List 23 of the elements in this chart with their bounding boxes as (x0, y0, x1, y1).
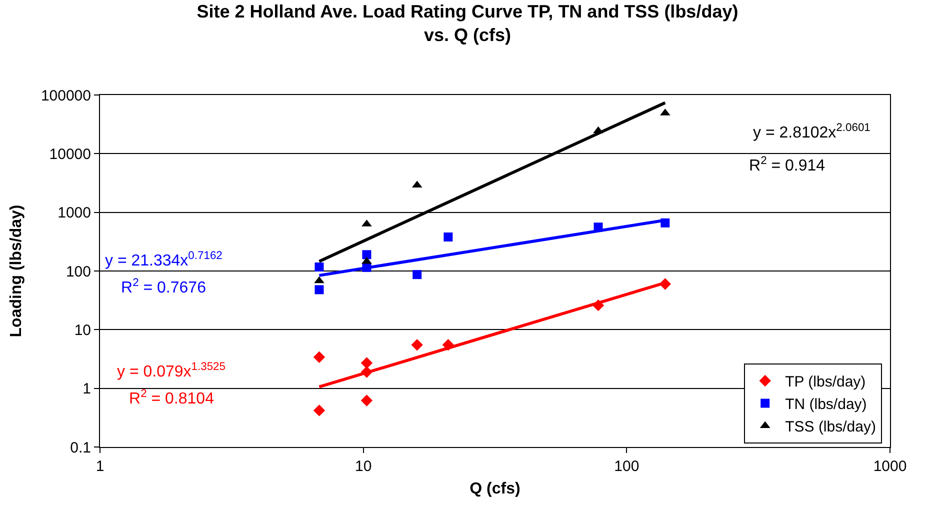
x-axis-title: Q (cfs) (470, 480, 520, 498)
x-tick-label: 1 (96, 458, 104, 475)
annotation: y = 0.079x$^{1.3525}$ (117, 361, 226, 381)
y-tick-label: 10000 (49, 146, 91, 163)
x-tick-label: 10 (354, 458, 372, 475)
y-tick-label: 1 (82, 380, 91, 398)
legend-label: TSS (lbs/day) (785, 418, 876, 436)
chart-title: Site 2 Holland Ave. Load Rating Curve TP, TN and TSS (lbs/day) vs. Q (cfs) (196, 2, 738, 46)
y-tick-label: 0.1 (70, 439, 91, 456)
y-tick-label: 100 (66, 263, 91, 280)
annotation: y = 21.334x$^{0.7162}$ (105, 250, 222, 270)
y-tick-label: 1000 (58, 204, 91, 222)
annotation: R$^{2}$ = 0.7676 (121, 277, 206, 297)
annotation: R$^{2}$ = 0.8104 (129, 388, 214, 408)
y-tick-label: 100000 (40, 87, 91, 104)
legend-label: TP (lbs/day) (785, 374, 866, 391)
y-tick-label: 10 (74, 322, 91, 339)
annotation: y = 2.8102x$^{2.0601}$ (753, 122, 870, 142)
legend-label: TN (lbs/day) (785, 396, 867, 414)
y-axis-title: Loading (lbs/day) (8, 204, 25, 338)
x-tick-label: 1000 (873, 458, 907, 475)
annotation: R$^{2}$ = 0.914 (749, 155, 826, 175)
x-tick-label: 100 (614, 458, 640, 475)
